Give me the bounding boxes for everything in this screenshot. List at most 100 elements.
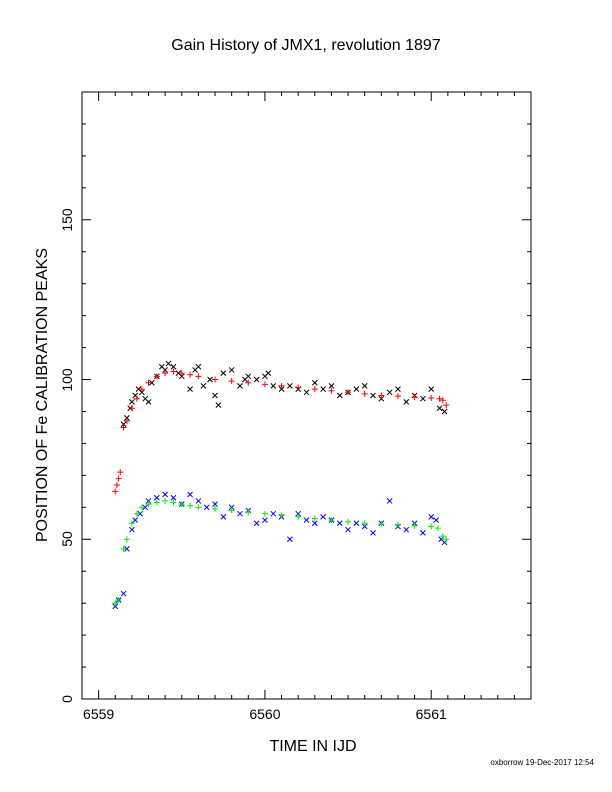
x-tick-label: 6559 [83,706,115,722]
y-tick-label: 0 [59,695,75,703]
x-axis-label: TIME IN IJD [269,738,357,755]
data-point [170,494,177,501]
data-point [403,399,410,405]
data-point [132,517,139,523]
data-point [228,507,235,514]
data-point [145,498,152,504]
data-point [320,514,326,520]
y-tick-label: 100 [59,367,75,392]
data-point [117,469,124,476]
data-point [420,530,426,536]
data-point [436,405,443,412]
x-tick-label: 6560 [249,706,281,722]
data-point [328,387,335,394]
data-point [120,590,127,597]
plot-frame [81,91,532,700]
data-point [148,379,155,386]
data-point [261,381,268,388]
data-point [112,600,119,607]
data-point [138,504,145,511]
data-point [124,545,130,552]
y-axis-label: POSITION OF Fe CALIBRATION PEAKS [34,248,51,542]
data-point [120,424,127,431]
data-point [420,395,426,402]
data-point [262,517,268,523]
data-point [428,523,435,530]
data-point [129,526,135,533]
data-point [207,376,213,383]
data-point [278,512,285,519]
data-point [115,596,122,603]
data-point [237,510,243,517]
data-point [187,386,193,392]
data-point [287,383,293,389]
data-point [328,517,335,524]
data-point [270,510,277,517]
data-point [123,536,130,543]
data-point [220,370,227,376]
data-point [253,520,260,527]
data-point [411,522,418,529]
data-point [170,368,177,375]
data-point [370,392,376,399]
data-point [178,373,185,380]
data-point [245,373,252,380]
data-point [361,383,368,389]
data-point [278,382,285,389]
y-tick-label: 50 [59,531,75,548]
data-point [203,504,210,511]
data-point [195,373,202,380]
data-point [212,501,218,507]
data-point [261,510,268,517]
data-point [428,395,435,402]
data-point [112,488,119,495]
series-1 [112,368,450,495]
data-point [145,399,152,405]
data-point [434,525,441,532]
data-point [270,383,277,389]
data-point [178,501,185,508]
data-point [436,395,443,402]
data-point [443,402,450,409]
data-point [129,399,135,405]
data-point [128,520,135,527]
data-point [142,504,149,511]
data-point [212,505,219,512]
data-point [353,386,360,392]
data-point [165,360,172,367]
data-point [345,526,351,533]
data-point [265,370,272,376]
data-point [311,520,318,527]
data-point [228,367,235,373]
axis-ticks [81,91,532,700]
data-point [311,386,318,393]
data-point [311,379,318,386]
data-point [295,513,302,520]
series-0 [120,360,448,428]
data-point [162,491,169,498]
data-point [345,389,352,396]
data-point [394,393,401,400]
data-point [411,394,418,401]
data-point [113,481,120,488]
data-point [336,392,343,399]
data-point [237,383,243,389]
data-point [120,545,127,552]
data-point [212,376,219,383]
data-point [361,520,368,527]
data-point [278,386,285,392]
data-point [395,386,401,392]
series-3 [112,497,450,607]
data-point [303,389,310,396]
data-point [378,395,385,402]
data-point [153,499,160,506]
data-point [128,405,135,412]
data-point [115,475,122,482]
data-point [386,389,393,396]
data-point [361,523,368,530]
data-point [361,390,368,397]
data-point [320,386,326,392]
data-point [439,397,446,404]
data-point [112,603,119,610]
data-point [138,386,145,393]
